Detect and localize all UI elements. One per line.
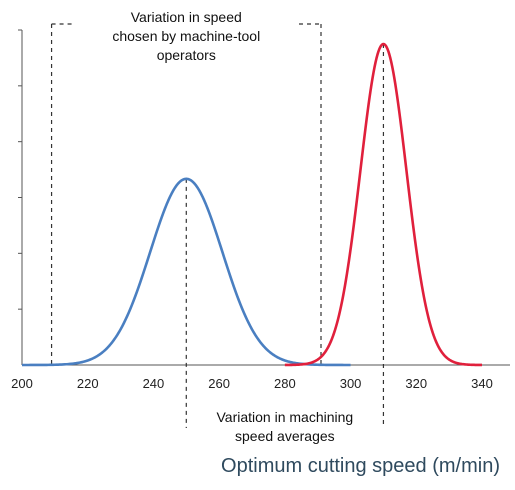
series-curve-1	[22, 177, 351, 367]
x-tick-label: 220	[77, 376, 99, 391]
x-tick-label: 260	[208, 376, 230, 391]
x-axis-label: Optimum cutting speed (m/min)	[221, 455, 500, 477]
annotation-line: speed averages	[235, 428, 335, 444]
series-curves	[22, 42, 483, 367]
x-tick-label: 200	[11, 376, 33, 391]
x-ticks: 200 220 240 260 280 300 320 340	[11, 376, 493, 391]
series-curve-2	[284, 42, 483, 367]
annotation-line: operators	[156, 47, 216, 63]
x-tick-label: 320	[405, 376, 427, 391]
x-tick-label: 280	[274, 376, 296, 391]
x-tick-label: 340	[471, 376, 493, 391]
annotation-line: Variation in machining	[216, 409, 354, 425]
x-tick-label: 300	[340, 376, 362, 391]
axes	[18, 29, 510, 366]
guide-lines	[50, 23, 385, 428]
annotation-line: chosen by machine-tool	[112, 28, 261, 44]
x-tick-label: 240	[143, 376, 165, 391]
annotation-line: Variation in speed	[130, 9, 242, 25]
annotation-machining-averages: Variation in machining speed averages	[194, 408, 375, 446]
annotation-operator-speed: Variation in speed chosen by machine-tool…	[88, 8, 285, 65]
